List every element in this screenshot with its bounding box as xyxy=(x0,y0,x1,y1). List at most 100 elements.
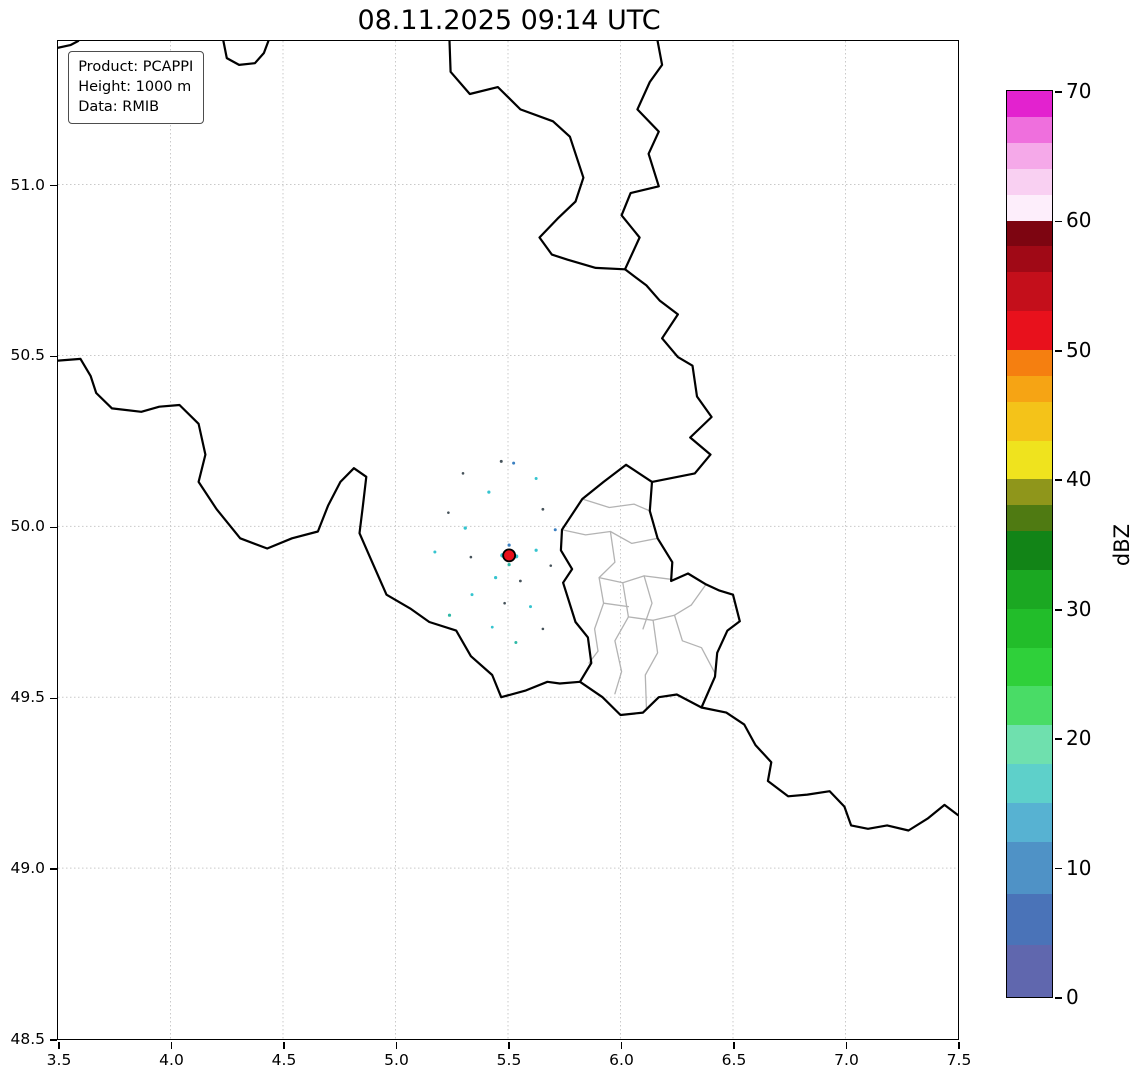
x-tick-label: 3.5 xyxy=(46,1051,72,1069)
echo-point xyxy=(491,625,494,629)
legend-height: Height: 1000 m xyxy=(78,79,192,96)
colorbar-segment xyxy=(1007,945,1053,998)
country-border xyxy=(58,357,582,699)
echo-point xyxy=(507,543,511,547)
x-tick-label: 5.0 xyxy=(384,1051,409,1069)
legend-data-source: Data: RMIB xyxy=(78,99,160,116)
colorbar-label: dBZ xyxy=(1110,523,1134,567)
echo-point xyxy=(433,550,437,554)
colorbar-segment xyxy=(1007,608,1053,648)
map-plot: Product: PCAPPI Height: 1000 m Data: RMI… xyxy=(57,40,960,1041)
echo-point xyxy=(534,477,538,481)
x-tick-mark xyxy=(958,1042,960,1049)
region-border xyxy=(674,614,716,675)
colorbar-tick-label: 20 xyxy=(1066,726,1092,751)
x-tick-mark xyxy=(58,1042,60,1049)
radar-site-marker xyxy=(502,548,517,563)
colorbar-segment xyxy=(1007,440,1053,480)
echo-point xyxy=(534,548,538,553)
echo-point xyxy=(514,641,518,645)
colorbar-segment xyxy=(1007,220,1053,247)
y-tick-mark xyxy=(50,184,57,187)
echo-point xyxy=(470,593,474,597)
region-border xyxy=(614,582,630,695)
x-tick-mark xyxy=(283,1042,285,1049)
echo-point xyxy=(469,555,473,559)
x-tick-label: 7.5 xyxy=(946,1051,972,1069)
colorbar-tick-label: 70 xyxy=(1066,79,1092,103)
colorbar-tick-mark xyxy=(1055,997,1062,999)
y-tick-mark xyxy=(50,355,57,358)
colorbar-segment xyxy=(1007,142,1053,169)
country-border xyxy=(700,706,959,832)
y-tick-label: 48.5 xyxy=(10,1030,45,1048)
echo-point xyxy=(461,472,465,475)
country-border xyxy=(559,463,742,717)
country-border xyxy=(624,268,713,484)
region-border xyxy=(627,604,693,622)
colorbar-tick-label: 50 xyxy=(1066,337,1092,362)
y-tick-mark xyxy=(50,868,57,870)
echo-point xyxy=(487,490,491,494)
colorbar-tick-mark xyxy=(1055,350,1062,352)
echo-point xyxy=(448,613,452,617)
colorbar-segments xyxy=(1007,91,1053,998)
country-border xyxy=(222,41,270,67)
colorbar-tick-mark xyxy=(1055,608,1062,611)
colorbar-segment xyxy=(1007,91,1053,118)
colorbar-segment xyxy=(1007,569,1053,609)
colorbar-segment xyxy=(1007,272,1053,312)
y-tick-label: 50.0 xyxy=(10,517,45,536)
region-border xyxy=(581,498,651,512)
colorbar-tick-mark xyxy=(1055,479,1062,482)
colorbar-tick-label: 30 xyxy=(1066,596,1092,621)
y-tick-mark xyxy=(50,526,57,529)
colorbar-segment xyxy=(1007,725,1053,765)
echo-point xyxy=(494,576,498,580)
region-border xyxy=(598,575,672,584)
colorbar-segment xyxy=(1007,647,1053,687)
echo-point xyxy=(447,511,450,515)
x-tick-label: 7.0 xyxy=(834,1051,859,1069)
region-border xyxy=(690,583,707,606)
colorbar-segment xyxy=(1007,401,1053,441)
colorbar-segment xyxy=(1007,531,1053,570)
echo-point xyxy=(503,602,507,605)
y-tick-mark xyxy=(50,1039,57,1041)
echo-point xyxy=(499,460,503,464)
colorbar-segment xyxy=(1007,168,1053,195)
figure-title: 08.11.2025 09:14 UTC xyxy=(357,5,661,36)
echo-point xyxy=(529,605,533,609)
colorbar-tick-label: 0 xyxy=(1066,985,1079,1009)
colorbar-segment xyxy=(1007,117,1053,143)
colorbar-tick-label: 10 xyxy=(1066,855,1092,880)
region-border xyxy=(588,531,616,664)
x-tick-label: 4.0 xyxy=(159,1051,184,1069)
x-tick-mark xyxy=(845,1042,848,1049)
x-tick-mark xyxy=(733,1042,735,1049)
country-border xyxy=(58,41,80,50)
echo-point xyxy=(541,627,545,631)
country-border xyxy=(620,41,664,271)
colorbar-segment xyxy=(1007,893,1053,946)
echo-point xyxy=(553,528,557,532)
colorbar-segment xyxy=(1007,311,1053,350)
y-tick-label: 50.5 xyxy=(10,346,45,365)
echo-point xyxy=(549,564,553,568)
legend-box: Product: PCAPPI Height: 1000 m Data: RMI… xyxy=(68,51,205,125)
colorbar-segment xyxy=(1007,505,1053,532)
colorbar-segment xyxy=(1007,764,1053,803)
colorbar-segment xyxy=(1007,802,1053,842)
x-tick-label: 5.5 xyxy=(496,1051,522,1069)
colorbar xyxy=(1006,90,1054,999)
region-border xyxy=(642,575,653,630)
x-tick-mark xyxy=(508,1042,510,1049)
echo-point xyxy=(512,461,516,465)
colorbar-segment xyxy=(1007,349,1053,376)
legend-product: Product: PCAPPI xyxy=(78,59,194,76)
region-border xyxy=(644,619,659,709)
echo-point xyxy=(463,526,468,530)
x-tick-label: 4.5 xyxy=(271,1051,297,1069)
colorbar-tick-mark xyxy=(1055,220,1062,223)
